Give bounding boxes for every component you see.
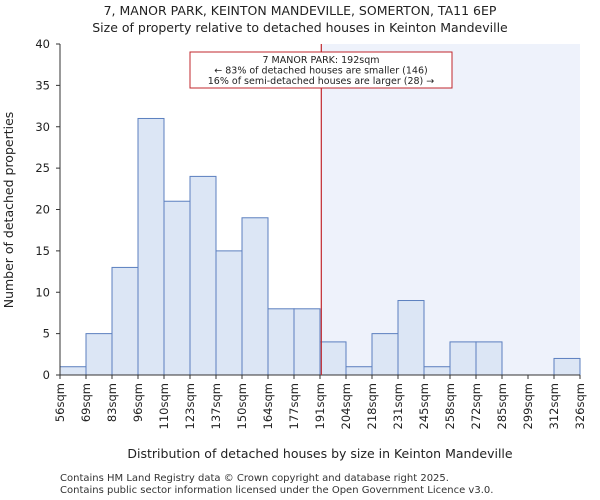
bar-204sqm (345, 366, 373, 376)
annotation-line-3: 16% of semi-detached houses are larger (… (208, 76, 435, 87)
x-tick-label: 231sqm (391, 383, 405, 429)
bar-96sqm (137, 117, 165, 376)
x-tick-label: 191sqm (313, 383, 327, 429)
y-tick-label: 0 (43, 368, 50, 382)
chart-subtitle: Size of property relative to detached ho… (92, 20, 508, 35)
bar-83sqm (111, 266, 139, 376)
bar-110sqm (163, 200, 191, 376)
y-axis-label: Number of detached properties (1, 112, 16, 309)
bar-177sqm (293, 308, 321, 376)
x-tick-label: 245sqm (417, 383, 431, 429)
footer-line-1: Contains HM Land Registry data © Crown c… (60, 473, 449, 484)
x-tick-label: 150sqm (235, 383, 249, 429)
bar-312sqm (553, 357, 581, 376)
x-tick-label: 299sqm (521, 383, 535, 429)
bar-150sqm (241, 217, 269, 376)
y-tick-label: 15 (35, 244, 50, 258)
x-tick-label: 177sqm (287, 383, 301, 429)
bar-218sqm (371, 333, 399, 376)
x-tick-label: 83sqm (105, 383, 119, 422)
y-tick-label: 35 (35, 78, 50, 92)
annotation-box (189, 51, 453, 89)
x-tick-label: 110sqm (157, 383, 171, 429)
y-tick-label: 40 (35, 37, 50, 51)
bar-245sqm (423, 366, 451, 376)
x-tick-label: 204sqm (339, 383, 353, 429)
x-tick-label: 285sqm (495, 383, 509, 429)
histogram-chart: 0 5 10 15 20 25 30 35 40 56sqm 69sqm 83sqm 96sqm 110… (1, 37, 587, 461)
bar-272sqm (475, 341, 503, 376)
bar-137sqm (215, 250, 243, 376)
x-axis-label: Distribution of detached houses by size … (127, 446, 512, 461)
y-tick-label: 10 (35, 285, 50, 299)
bar-258sqm (449, 341, 477, 376)
x-tick-label: 258sqm (443, 383, 457, 429)
chart-title: 7, MANOR PARK, KEINTON MANDEVILLE, SOMER… (103, 3, 497, 18)
bar-69sqm (85, 333, 113, 376)
footer-line-2: Contains public sector information licen… (60, 485, 494, 496)
bar-164sqm (267, 308, 295, 376)
x-tick-label: 56sqm (53, 383, 67, 422)
y-tick-label: 30 (35, 120, 50, 134)
x-tick-label: 218sqm (365, 383, 379, 429)
annotation-line-1: 7 MANOR PARK: 192sqm (262, 55, 379, 66)
y-tick-label: 5 (43, 327, 50, 341)
y-tick-label: 20 (35, 203, 50, 217)
bar-123sqm (189, 175, 217, 376)
x-tick-label: 123sqm (183, 383, 197, 429)
bar-56sqm (59, 366, 87, 376)
x-tick-label: 272sqm (469, 383, 483, 429)
annotation-line-2: ← 83% of detached houses are smaller (14… (214, 66, 427, 77)
x-tick-label: 326sqm (573, 383, 587, 429)
x-tick-label: 137sqm (209, 383, 223, 429)
y-tick-label: 25 (35, 161, 50, 175)
bar-191sqm (319, 341, 347, 376)
x-tick-label: 69sqm (79, 383, 93, 422)
x-tick-label: 96sqm (131, 383, 145, 422)
larger-region-shade (321, 44, 580, 375)
bar-231sqm (397, 300, 425, 376)
x-tick-label: 312sqm (547, 383, 561, 429)
x-tick-label: 164sqm (261, 383, 275, 429)
